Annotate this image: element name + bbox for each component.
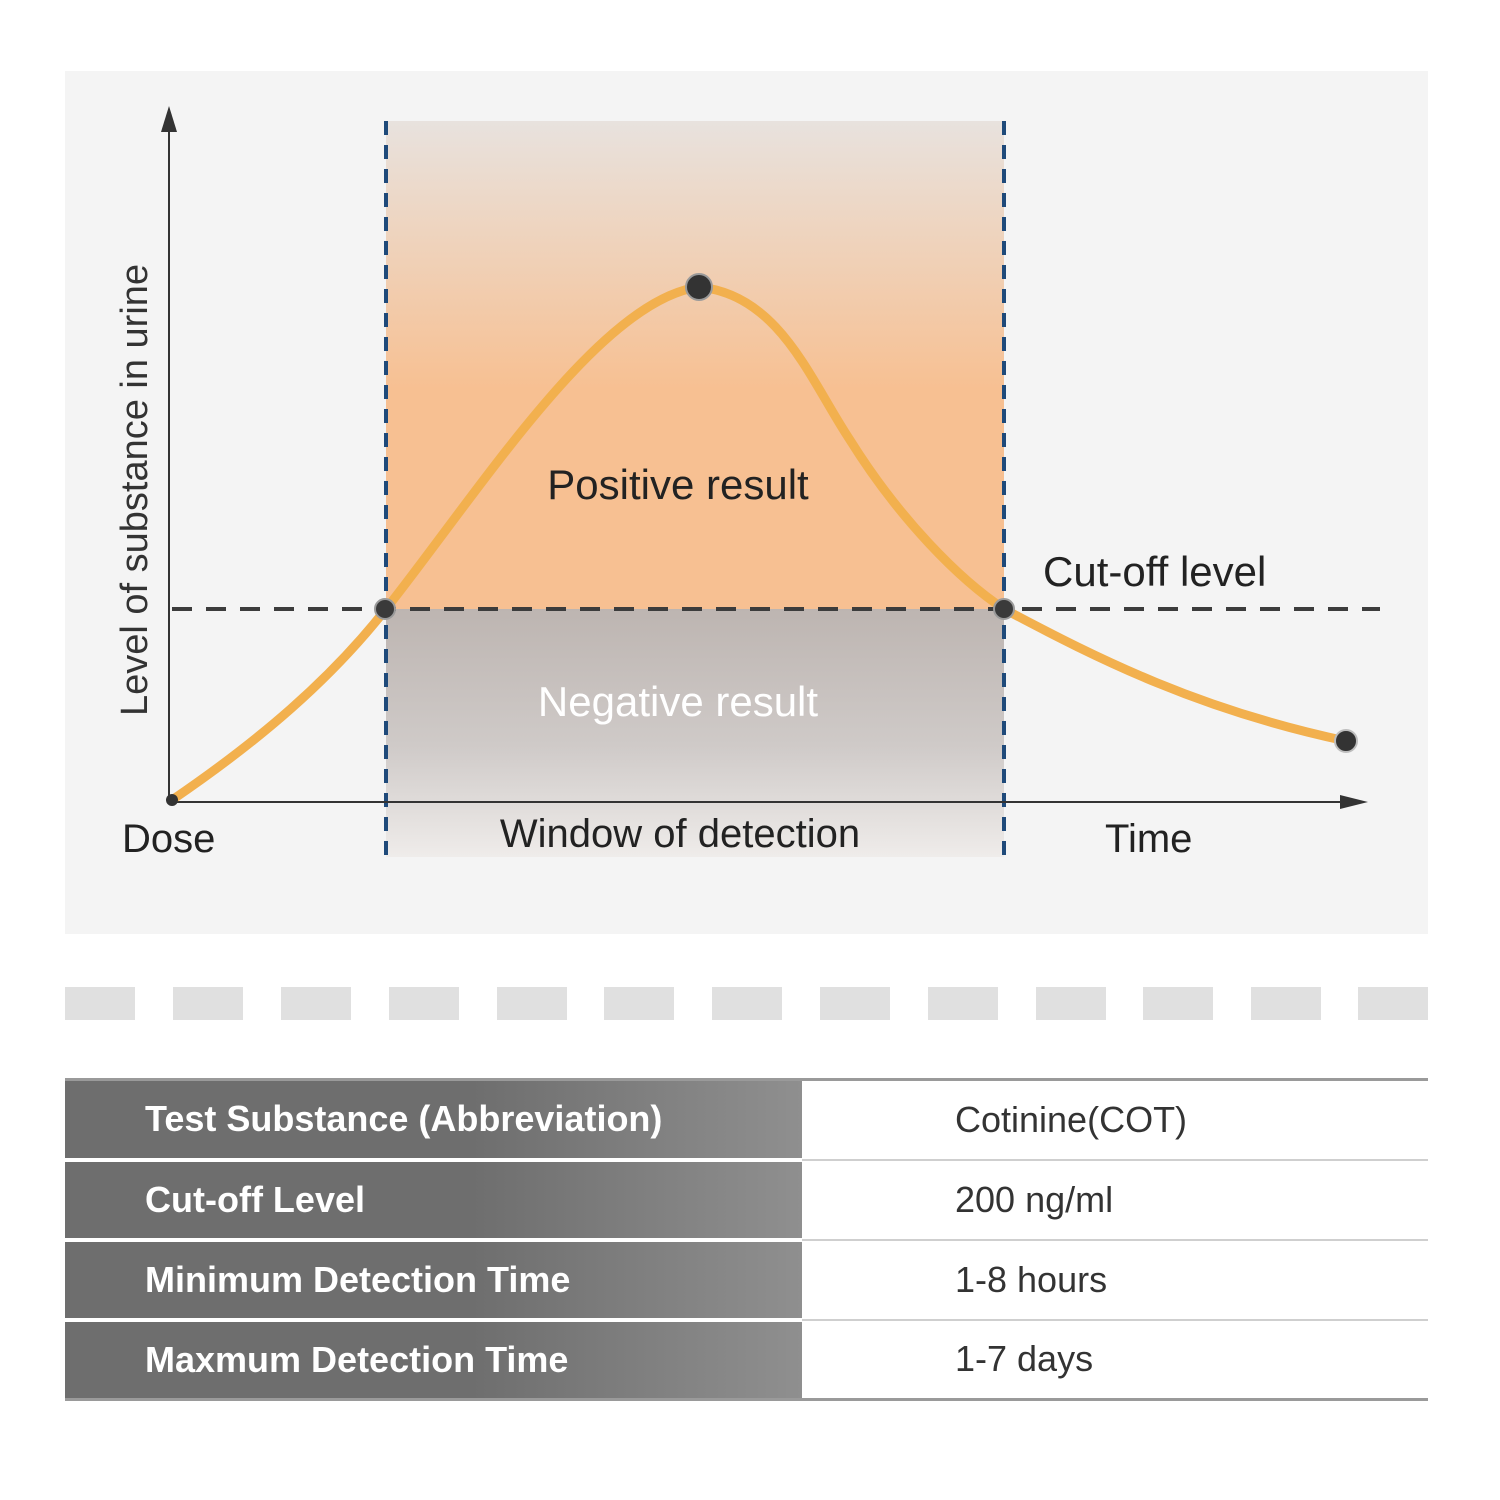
- window-end-point: [993, 598, 1015, 620]
- dose-point: [166, 794, 178, 806]
- divider-dash: [65, 987, 135, 1020]
- time-label: Time: [1105, 817, 1192, 861]
- divider-dash: [820, 987, 890, 1020]
- y-axis-arrow: [161, 106, 177, 132]
- divider-dash: [1251, 987, 1321, 1020]
- divider-dash: [497, 987, 567, 1020]
- peak-point: [685, 273, 713, 301]
- divider-dash: [1036, 987, 1106, 1020]
- row-value: 1-7 days: [802, 1319, 1428, 1401]
- divider-dashes: [65, 987, 1428, 1020]
- x-axis-arrow: [1340, 795, 1368, 809]
- table-row: Cut-off Level 200 ng/ml: [65, 1157, 1428, 1242]
- positive-result-label: Positive result: [547, 461, 809, 508]
- row-label: Test Substance (Abbreviation): [65, 1078, 802, 1162]
- divider-dash: [1143, 987, 1213, 1020]
- specification-table: Test Substance (Abbreviation) Cotinine(C…: [65, 1078, 1428, 1401]
- divider-dash: [173, 987, 243, 1020]
- divider-dash: [389, 987, 459, 1020]
- window-of-detection-label: Window of detection: [500, 812, 860, 856]
- concentration-curve: [167, 282, 1351, 805]
- row-value: 1-8 hours: [802, 1239, 1428, 1321]
- row-label: Maxmum Detection Time: [65, 1317, 802, 1401]
- divider-dash: [1358, 987, 1428, 1020]
- table-row: Maxmum Detection Time 1-7 days: [65, 1317, 1428, 1401]
- positive-region: [386, 121, 1004, 609]
- row-label: Minimum Detection Time: [65, 1237, 802, 1322]
- divider-dash: [604, 987, 674, 1020]
- row-value: 200 ng/ml: [802, 1159, 1428, 1241]
- detection-diagram: Positive result Negative result Cut-off …: [65, 71, 1428, 934]
- row-value: Cotinine(COT): [802, 1078, 1428, 1161]
- negative-result-label: Negative result: [538, 678, 818, 725]
- divider-dash: [281, 987, 351, 1020]
- end-point: [1334, 729, 1358, 753]
- divider-dash: [928, 987, 998, 1020]
- table-row: Test Substance (Abbreviation) Cotinine(C…: [65, 1078, 1428, 1162]
- window-start-point: [374, 598, 396, 620]
- dose-label: Dose: [122, 817, 215, 861]
- divider-dash: [712, 987, 782, 1020]
- table-row: Minimum Detection Time 1-8 hours: [65, 1237, 1428, 1322]
- y-axis-label: Level of substance in urine: [114, 264, 156, 716]
- cutoff-level-label: Cut-off level: [1043, 548, 1266, 595]
- row-label: Cut-off Level: [65, 1157, 802, 1242]
- negative-region: [386, 609, 1004, 857]
